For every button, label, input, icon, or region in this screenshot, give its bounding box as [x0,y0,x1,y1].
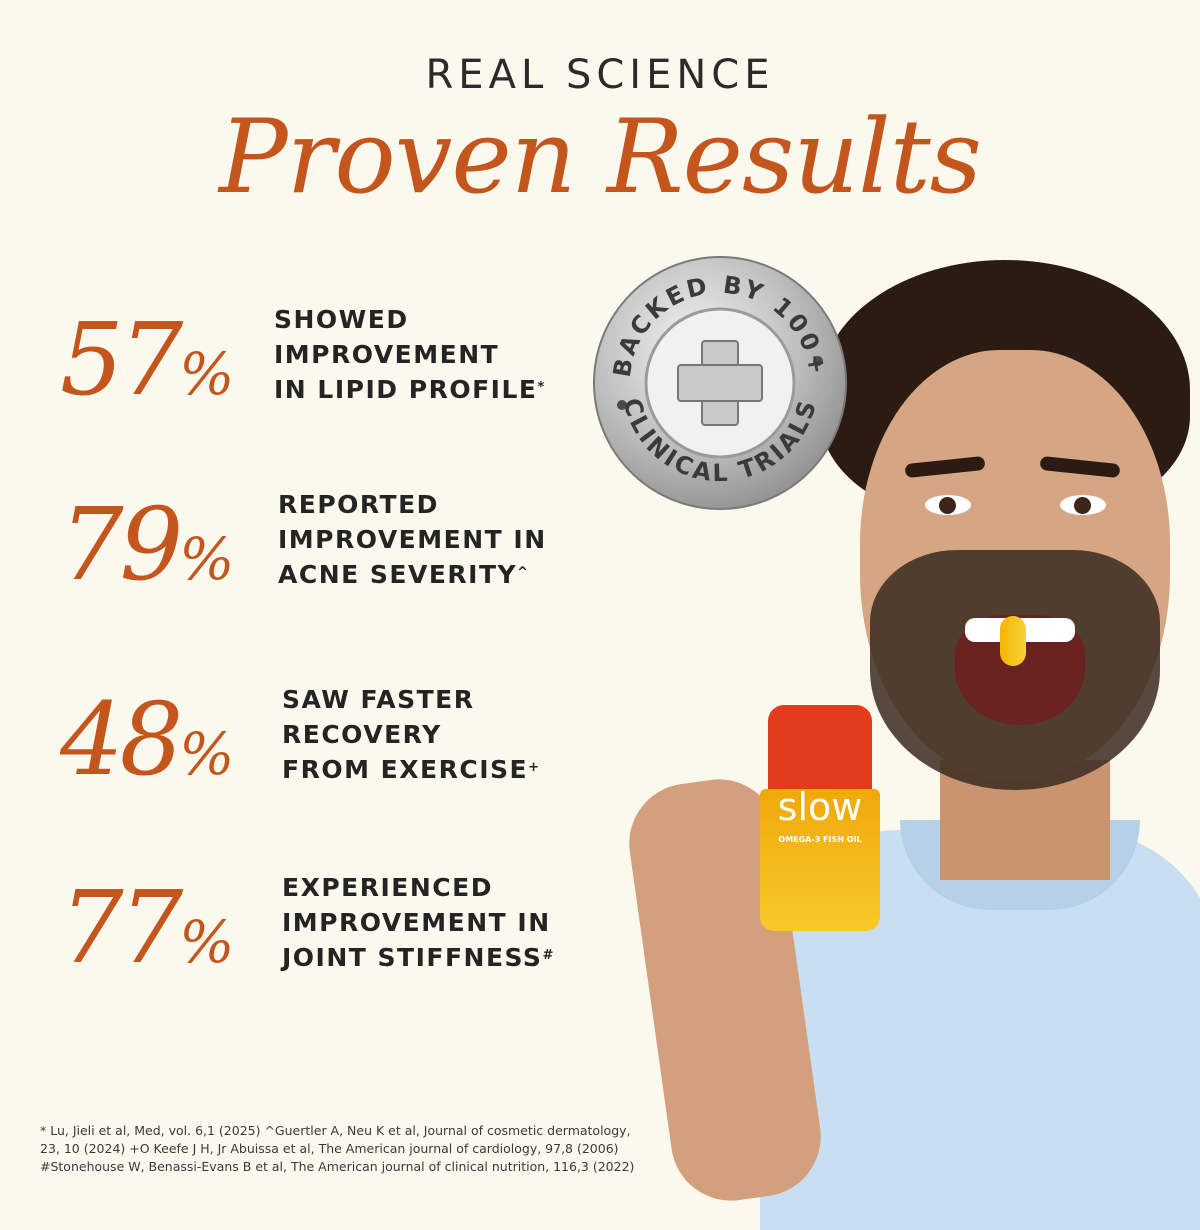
stat-number: 77% [60,869,235,986]
stat-description: SHOWED IMPROVEMENT IN LIPID PROFILE* [274,305,546,404]
stat-acne: 79% REPORTED IMPROVEMENT IN ACNE SEVERIT… [60,485,620,605]
stat-number: 48% [60,681,235,798]
product-brand: slow [777,785,863,829]
kicker-title: REAL SCIENCE [425,52,775,98]
headline-title: Proven Results [218,98,982,217]
clinical-trials-seal: BACKED BY 100+ CLINICAL TRIALS [593,256,847,510]
product-label: OMEGA-3 FISH OIL [778,835,862,844]
bottle-body [760,789,880,931]
plus-cross-icon [677,340,763,426]
footnote-line: #Stonehouse W, Benassi-Evans B et al, Th… [40,1159,635,1174]
footnotes: * Lu, Jieli et al, Med, vol. 6,1 (2025) … [40,1122,680,1176]
stat-number: 57% [60,301,235,418]
stat-recovery: 48% SAW FASTER RECOVERY FROM EXERCISE+ [60,680,620,800]
stat-number: 79% [60,486,235,603]
product-bottle: slow OMEGA-3 FISH OIL [760,705,880,931]
capsule-icon [1000,616,1026,666]
footnote-line: * Lu, Jieli et al, Med, vol. 6,1 (2025) … [40,1123,631,1138]
footnote-line: 23, 10 (2024) +O Keefe J H, Jr Abuissa e… [40,1141,619,1156]
stat-description: SAW FASTER RECOVERY FROM EXERCISE+ [282,685,541,784]
model-photo [620,220,1200,1230]
stat-joint: 77% EXPERIENCED IMPROVEMENT IN JOINT STI… [60,868,620,988]
stat-lipid: 57% SHOWED IMPROVEMENT IN LIPID PROFILE* [60,300,620,420]
stat-description: EXPERIENCED IMPROVEMENT IN JOINT STIFFNE… [282,873,555,972]
eye-left [925,495,971,515]
stat-description: REPORTED IMPROVEMENT IN ACNE SEVERITY^ [278,490,547,589]
eye-right [1060,495,1106,515]
bottle-cap [768,705,872,793]
